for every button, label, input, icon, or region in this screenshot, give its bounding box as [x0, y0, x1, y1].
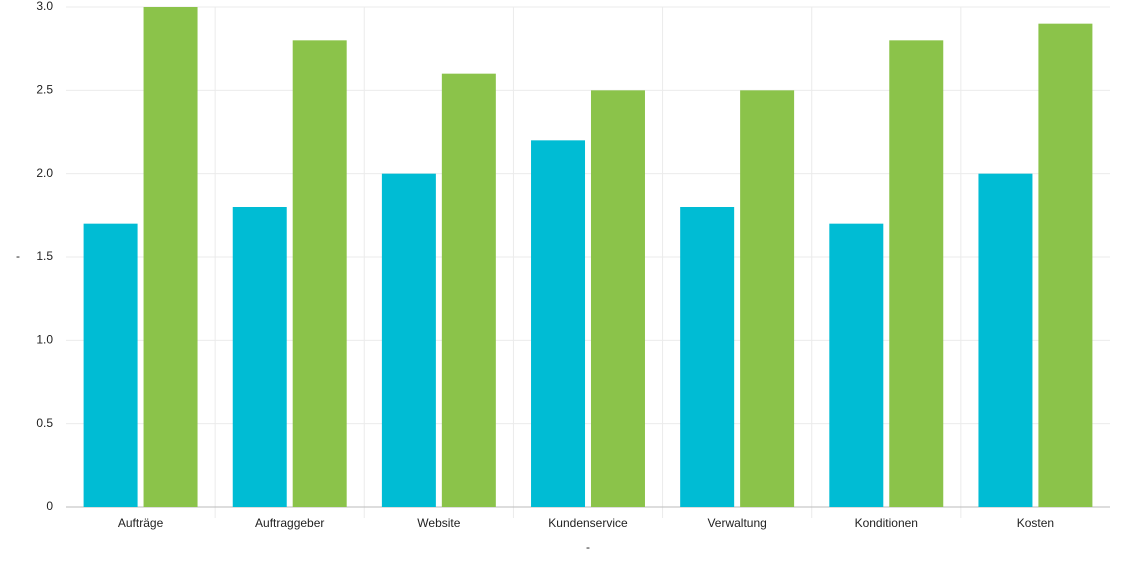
- y-tick-label: 2.0: [36, 166, 53, 180]
- y-axis-label: -: [16, 249, 20, 263]
- bar: [680, 207, 735, 507]
- y-tick-label: 0: [46, 499, 53, 513]
- x-tick-label: Website: [417, 516, 460, 530]
- x-tick-label: Auftraggeber: [255, 516, 324, 530]
- x-axis-label: -: [586, 540, 590, 554]
- bar: [740, 90, 795, 507]
- y-tick-label: 0.5: [36, 416, 53, 430]
- bar: [889, 40, 944, 507]
- y-tick-label: 1.0: [36, 333, 53, 347]
- x-tick-label: Kundenservice: [548, 516, 628, 530]
- bar: [83, 223, 138, 507]
- x-tick-label: Kosten: [1017, 516, 1054, 530]
- bar: [978, 173, 1033, 507]
- bar: [829, 223, 884, 507]
- bar: [1038, 23, 1093, 508]
- bar: [292, 40, 347, 507]
- y-tick-label: 3.0: [36, 0, 53, 13]
- bar: [143, 7, 198, 507]
- bar: [531, 140, 586, 508]
- y-tick-label: 2.5: [36, 83, 53, 97]
- y-tick-label: 1.5: [36, 249, 53, 263]
- x-tick-label: Konditionen: [855, 516, 918, 530]
- x-tick-label: Aufträge: [118, 516, 164, 530]
- bar: [381, 173, 436, 507]
- bar: [232, 207, 287, 507]
- x-tick-label: Verwaltung: [707, 516, 766, 530]
- bar: [441, 73, 496, 508]
- bar: [590, 90, 645, 507]
